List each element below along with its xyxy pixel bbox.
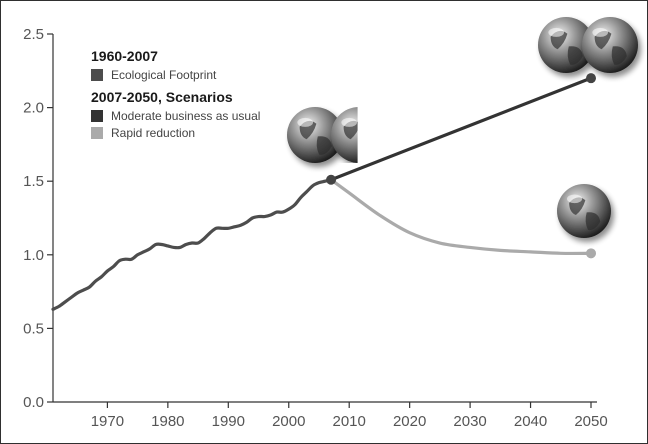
data-point-marker bbox=[326, 174, 337, 185]
globe-layer bbox=[287, 17, 638, 238]
legend-heading-scenarios: 2007-2050, Scenarios bbox=[91, 89, 233, 105]
legend-heading-historical: 1960-2007 bbox=[91, 48, 158, 64]
globe-icon bbox=[582, 17, 638, 73]
data-point-marker bbox=[586, 248, 596, 259]
x-axis-ticks: 1970 1980 1990 2000 2010 2020 2030 2040 2050 bbox=[91, 402, 608, 430]
legend-label-ecological-footprint: Ecological Footprint bbox=[111, 68, 217, 82]
legend-label-moderate-bau: Moderate business as usual bbox=[111, 109, 260, 123]
globe-icon bbox=[538, 17, 594, 73]
legend: 1960-2007 Ecological Footprint 2007-2050… bbox=[91, 48, 260, 140]
legend-swatch-rapid-reduction bbox=[91, 127, 103, 139]
data-point-marker bbox=[586, 73, 596, 84]
x-tick-label: 2010 bbox=[333, 413, 366, 430]
x-tick-label: 1970 bbox=[91, 413, 124, 430]
marker-layer bbox=[326, 73, 596, 259]
x-tick-label: 2040 bbox=[514, 413, 547, 430]
legend-label-rapid-reduction: Rapid reduction bbox=[111, 126, 195, 140]
y-tick-label: 2.0 bbox=[23, 100, 44, 117]
globe-icon bbox=[557, 184, 611, 238]
legend-swatch-ecological-footprint bbox=[91, 69, 103, 81]
y-tick-label: 0.5 bbox=[23, 320, 44, 337]
series-line-ecological-footprint bbox=[51, 178, 333, 311]
y-axis-ticks: 0.0 0.5 1.0 1.5 2.0 2.5 bbox=[23, 26, 53, 411]
legend-swatch-moderate-bau bbox=[91, 110, 103, 122]
x-tick-label: 2020 bbox=[393, 413, 426, 430]
series-line-rapid-reduction bbox=[329, 178, 593, 256]
globe-icon bbox=[287, 107, 343, 163]
x-tick-label: 1990 bbox=[212, 413, 245, 430]
y-tick-label: 1.0 bbox=[23, 247, 44, 264]
series-line-moderate-business-as-usual bbox=[329, 76, 593, 182]
series-layer bbox=[51, 76, 593, 311]
globe-icon bbox=[331, 107, 358, 163]
y-tick-label: 2.5 bbox=[23, 26, 44, 43]
x-tick-label: 1980 bbox=[151, 413, 184, 430]
x-tick-label: 2000 bbox=[272, 413, 305, 430]
y-tick-label: 1.5 bbox=[23, 173, 44, 190]
x-tick-label: 2050 bbox=[574, 413, 607, 430]
y-tick-label: 0.0 bbox=[23, 394, 44, 411]
x-tick-label: 2030 bbox=[453, 413, 486, 430]
